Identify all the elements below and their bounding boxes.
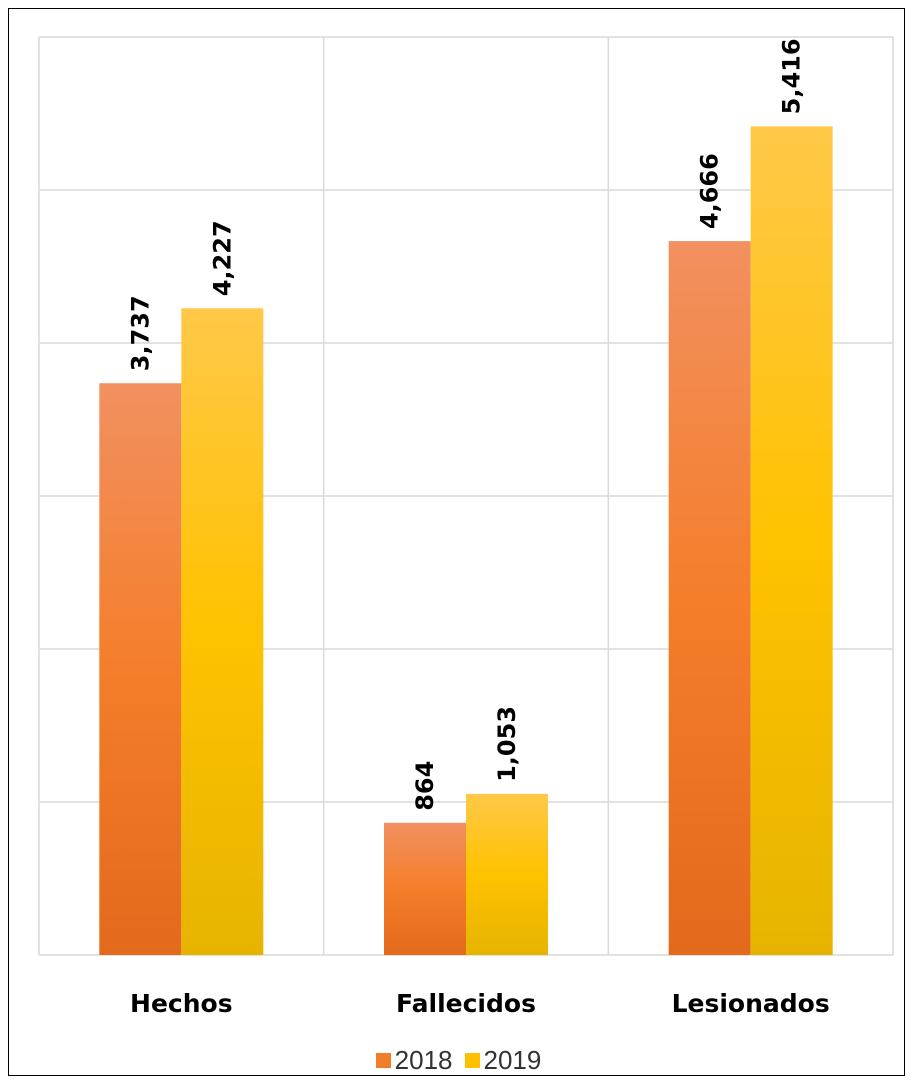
data-label-2018-lesionados: 4,666 — [696, 153, 724, 229]
data-label-2019-lesionados: 5,416 — [778, 38, 806, 114]
chart-canvas: 3,737 4,227 864 1,053 4,666 5,416 Hechos Falle… — [38, 36, 894, 1018]
data-label-2018-fallecidos: 864 — [411, 761, 439, 811]
legend-label-2018: 2018 — [394, 1044, 453, 1075]
bar-2018-hechos — [99, 383, 182, 955]
data-label-2018-hechos: 3,737 — [126, 295, 154, 371]
legend-swatch-2018 — [375, 1052, 391, 1068]
data-labels: 3,737 4,227 864 1,053 4,666 5,416 — [126, 38, 805, 810]
legend-item-2018: 2018 — [375, 1044, 453, 1076]
bar-2019-hechos — [181, 308, 264, 955]
bar-2019-fallecidos — [466, 793, 548, 955]
bars — [99, 126, 833, 956]
data-label-2019-fallecidos: 1,053 — [493, 706, 521, 782]
category-label-lesionados: Lesionados — [672, 989, 830, 1018]
category-labels: Hechos Fallecidos Lesionados — [130, 989, 830, 1018]
legend: 2018 2019 — [0, 1040, 917, 1080]
legend-item-2019: 2019 — [464, 1044, 542, 1076]
category-label-hechos: Hechos — [130, 989, 233, 1018]
data-label-2019-hechos: 4,227 — [208, 220, 236, 296]
category-label-fallecidos: Fallecidos — [396, 989, 536, 1018]
bar-2018-fallecidos — [384, 822, 466, 955]
legend-swatch-2019 — [464, 1052, 480, 1068]
bar-2019-lesionados — [750, 126, 833, 956]
legend-label-2019: 2019 — [483, 1044, 542, 1075]
bar-2018-lesionados — [668, 241, 751, 956]
